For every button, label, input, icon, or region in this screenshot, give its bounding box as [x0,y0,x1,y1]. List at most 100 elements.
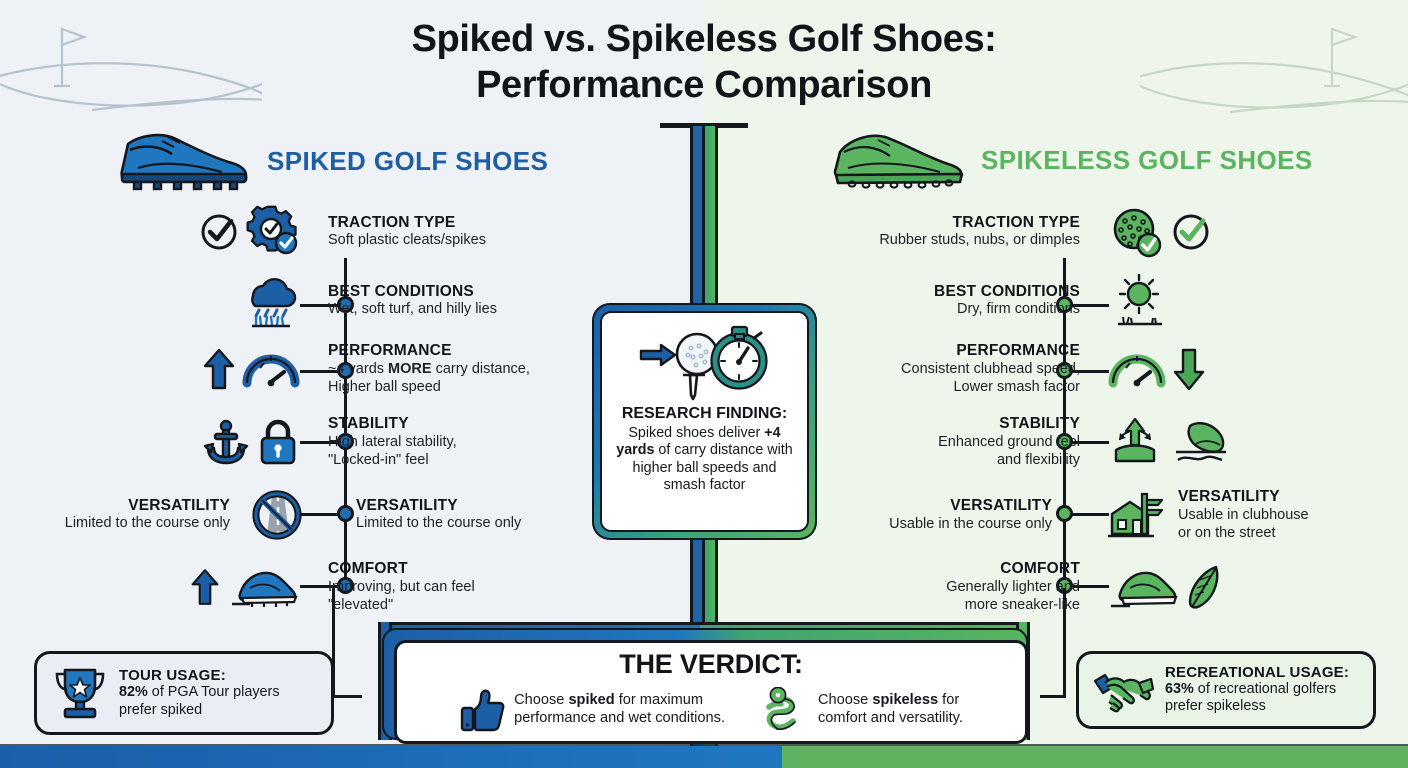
left-feature-icons-6 [120,564,300,610]
page-title: Spiked vs. Spikeless Golf Shoes: Perform… [0,16,1408,109]
thumbs-up-icon [460,689,505,732]
left-timeline-dot-2 [337,362,354,379]
spiked-golf-shoe-icon [120,133,248,191]
research-body: Spiked shoes deliver +4 yards of carry d… [612,425,797,494]
verdict-1-post: for [938,692,960,709]
feature-title: STABILITY [328,415,409,432]
feature-title: BEST CONDITIONS [328,282,474,300]
feature-desc: Dry, firm conditions [956,301,1080,318]
up-arrow-icon [203,349,235,390]
up-arrow-icon [191,569,219,606]
dimpled-sole-check-icon [1113,208,1162,258]
tour-usage-badge: TOUR USAGE: 82% of PGA Tour players pref… [34,651,334,735]
left-feature-text-6: COMFORT Improving, but can feel "elevate… [328,560,543,615]
rperf-desc-line2: Lower smash factor [953,378,1080,395]
bottom-color-bar [0,744,1408,768]
left-feature-comfort: COMFORT Improving, but can feel "elevate… [120,560,543,615]
right-timeline-line [1063,258,1066,588]
feature-desc-mirror: Usable in clubhouse or on the street [1178,507,1408,543]
comfort-desc-line1: Improving, but can feel [328,578,475,595]
feature-desc: Generally lighter and more sneaker-like [865,579,1080,615]
right-column-heading: SPIKELESS GOLF SHOES [981,144,1313,175]
left-feature-stability: STABILITY High lateral stability, "Locke… [120,415,543,470]
padlock-icon [260,420,296,465]
rperf-desc-line1: Consistent clubhead speed, [901,360,1080,377]
left-feature-text-4: STABILITY High lateral stability, "Locke… [328,415,543,470]
feature-desc: ~4 yards MORE carry distance, Higher bal… [328,361,543,397]
handshake-icon [1093,673,1155,713]
feature-desc: Soft plastic cleats/spikes [328,232,486,249]
spine-top-cap [660,123,748,128]
right-timeline-dot-2 [1056,362,1073,379]
left-feature-icons-2 [120,272,300,330]
left-feature-icons-4 [120,418,300,466]
spikeless-golf-shoe-icon [833,134,964,189]
check-circle-icon [201,214,237,250]
right-feature-icons-5 [1104,488,1170,542]
sneaker-icon [1111,572,1178,608]
feature-title: VERSATILITY [950,496,1052,514]
right-feature-text-4: STABILITY Enhanced ground feel and flexi… [865,415,1080,470]
left-timeline-dot-4 [337,505,354,522]
research-line1-pre: Spiked shoes deliver [628,425,765,441]
rvers-mirror-line2: or on the street [1178,524,1276,541]
feature-desc: Improving, but can feel "elevated" [328,579,543,615]
left-column-header: SPIKED GOLF SHOES [118,130,548,192]
verdict-title: THE VERDICT: [619,649,803,679]
right-badge-connector-h [1040,695,1066,698]
tour-usage-line1: 82% of PGA Tour players [119,684,280,701]
verdict-1-pre: Choose [818,692,873,709]
comfort-desc-line2: "elevated" [328,596,394,613]
right-stub-1 [1064,304,1109,307]
left-badge-connector-v [332,588,335,698]
perf-desc-line2: Higher ball speed [328,378,441,395]
recreational-usage-line2: prefer spikeless [1165,698,1266,715]
feature-desc: Consistent clubhead speed, Lower smash f… [865,361,1080,397]
right-stub-2 [1064,370,1109,373]
feature-title-mirror: VERSATILITY [1178,488,1280,505]
recreational-usage-badge: RECREATIONAL USAGE: 63% of recreational … [1076,651,1376,729]
golf-ball-tee-stopwatch-icon [639,325,768,401]
feature-title: PERFORMANCE [328,342,452,359]
research-line2-bold: yards [616,442,655,459]
feature-title: COMFORT [1000,560,1080,577]
left-badge-connector-h [332,695,362,698]
tour-usage-stat: 82% [119,684,148,701]
feature-desc: Limited to the course only [356,515,522,532]
check-circle-icon [1173,214,1209,250]
verdict-item-spikeless: Choose spikeless for comfort and versati… [757,687,963,733]
left-feature-icons-3 [120,347,300,391]
recreational-usage-title: RECREATIONAL USAGE: [1165,664,1350,681]
anchor-icon [203,420,249,465]
right-feature-text-3: PERFORMANCE Consistent clubhead speed, L… [865,342,1080,397]
left-feature-performance: PERFORMANCE ~4 yards MORE carry distance… [120,342,543,397]
right-stub-3 [1064,441,1109,444]
rcomfort-desc-line2: more sneaker-like [964,596,1080,613]
feature-desc: Wet, soft turf, and hilly lies [328,301,497,318]
tour-usage-after: of PGA Tour players [147,684,280,701]
left-feature-text-3: PERFORMANCE ~4 yards MORE carry distance… [328,342,543,397]
right-column-header: SPIKELESS GOLF SHOES [832,130,1313,190]
stab-desc-line2: "Locked-in" feel [328,451,429,468]
speed-gauge-icon [1108,354,1166,388]
verdict-1-bold: spikeless [872,692,939,709]
gear-check-icon [246,205,298,255]
left-feature-text-1: TRACTION TYPE Soft plastic cleats/spikes [328,214,543,251]
down-arrow-icon [1173,349,1205,391]
rvers-mirror-line1: Usable in clubhouse [1178,506,1309,523]
rstab-desc-line1: Enhanced ground feel [938,433,1080,450]
left-stub-3 [300,441,345,444]
right-feature-performance: PERFORMANCE Consistent clubhead speed, L… [865,342,1288,397]
right-timeline-dot-1 [1056,296,1073,313]
verdict-0-bold: spiked [568,692,615,709]
left-timeline-dot-1 [337,296,354,313]
clubhouse-signpost-icon [1108,493,1164,538]
feature-desc: Enhanced ground feel and flexibility [865,434,1080,470]
speed-gauge-icon [242,354,300,388]
perf-desc-bold: MORE [388,360,432,377]
feature-desc: High lateral stability, "Locked-in" feel [328,434,543,470]
right-feature-text-2: BEST CONDITIONS Dry, firm conditions [865,283,1080,320]
verdict-0-post: for maximum [614,692,704,709]
left-feature-icons-1 [120,205,300,259]
rain-cloud-grass-icon [251,278,297,328]
